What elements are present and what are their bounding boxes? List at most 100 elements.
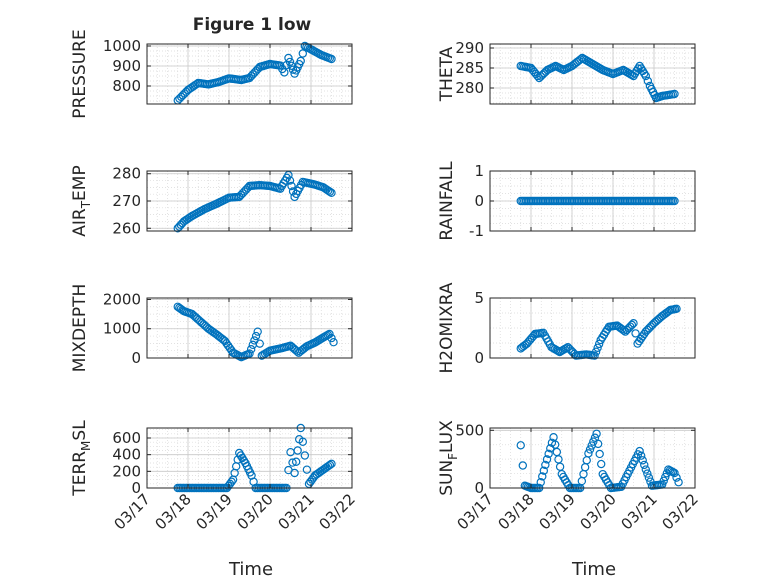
axes-frame	[146, 427, 353, 489]
subplot-rainfall: -1 0 1 RAINFALL	[437, 161, 696, 241]
data-point	[325, 329, 334, 339]
subplot-mixdepth: 0 1000 2000 MIXDEPTH	[70, 284, 353, 373]
y-tick-label: 800	[112, 77, 141, 95]
y-tick-label: 5	[474, 289, 484, 307]
data-point	[589, 437, 598, 446]
data-series	[516, 304, 681, 360]
data-point	[544, 449, 553, 459]
data-point	[670, 89, 679, 99]
data-point	[296, 56, 305, 66]
data-series	[516, 429, 683, 493]
y-axis-label: RAINFALL	[437, 161, 457, 241]
y-tick-label: 0	[474, 479, 484, 497]
data-point	[636, 451, 646, 460]
axes-frame	[489, 427, 696, 489]
data-point	[518, 461, 528, 470]
data-point	[638, 456, 647, 465]
data-point	[516, 441, 525, 450]
data-point	[290, 468, 299, 478]
x-tick-label: 03/22	[659, 490, 702, 533]
y-axis-label: PRESSURE	[70, 29, 90, 118]
y-tick-label: 0	[474, 349, 484, 367]
x-axis-label-left: Time	[228, 559, 273, 580]
data-point	[670, 196, 679, 206]
data-point	[327, 333, 336, 343]
data-point	[674, 478, 683, 487]
data-point	[593, 439, 603, 449]
data-point	[325, 187, 335, 196]
data-point	[590, 351, 599, 360]
y-tick-label: 1000	[103, 320, 141, 338]
y-tick-label: 0	[131, 479, 141, 497]
data-point	[300, 451, 310, 460]
data-point	[538, 472, 547, 481]
data-point	[672, 473, 681, 482]
x-tick-label: 03/18	[495, 490, 538, 533]
y-tick-label: 290	[455, 39, 484, 57]
y-tick-label: 1000	[103, 37, 141, 55]
data-point	[253, 327, 262, 336]
data-point	[251, 331, 261, 341]
y-tick-label: 280	[455, 79, 484, 97]
data-point	[672, 304, 681, 313]
data-point	[542, 455, 552, 464]
x-tick-label: 03/21	[618, 490, 661, 533]
y-tick-label: 0	[474, 192, 484, 210]
axes-frame	[146, 297, 353, 359]
data-point	[643, 469, 652, 478]
data-point	[635, 446, 644, 456]
data-point	[227, 477, 236, 486]
y-axis-label: SUNFLUX	[437, 420, 460, 496]
y-tick-label: 0	[131, 349, 141, 367]
data-point	[595, 449, 604, 459]
data-point	[631, 329, 640, 338]
data-point	[327, 188, 336, 198]
x-tick-label: 03/20	[234, 490, 277, 533]
subplot-h2omixra: 0 5 H2OMIXRA	[437, 282, 696, 374]
data-point	[644, 473, 654, 482]
x-tick-label: 03/20	[577, 490, 620, 533]
y-tick-label: 2000	[103, 290, 141, 308]
data-series	[173, 41, 336, 105]
axes-frame	[489, 297, 696, 359]
data-point	[285, 176, 295, 185]
data-point	[302, 465, 312, 474]
data-point	[627, 320, 637, 330]
y-tick-label: 400	[112, 446, 141, 464]
x-axis-label-right: Time	[571, 559, 616, 580]
data-series	[173, 302, 338, 362]
data-point	[597, 459, 606, 469]
data-point	[327, 54, 336, 64]
y-tick-label: 200	[112, 462, 141, 480]
data-point	[287, 181, 296, 191]
y-axis-label: MIXDEPTH	[70, 284, 90, 373]
y-tick-label: 260	[112, 219, 141, 237]
data-point	[291, 457, 301, 466]
data-point	[288, 458, 297, 467]
data-point	[640, 460, 649, 470]
x-tick-label: 03/18	[152, 490, 195, 533]
data-point	[592, 429, 601, 438]
data-point	[593, 343, 602, 352]
data-point	[643, 76, 653, 86]
data-point	[325, 460, 335, 470]
data-point	[284, 53, 293, 63]
y-tick-label: 500	[455, 421, 484, 439]
data-series	[173, 170, 336, 233]
data-point	[629, 319, 638, 328]
data-point	[329, 338, 338, 347]
subplot-air_temp: 260 270 280 AIRTEMP	[70, 165, 353, 237]
data-point	[661, 472, 670, 482]
data-point	[298, 437, 307, 446]
data-point	[255, 339, 264, 348]
data-point	[536, 478, 545, 487]
y-tick-label: 285	[455, 59, 484, 77]
subplot-pressure: 800 900 1000 PRESSURE	[70, 29, 353, 119]
y-axis-label: AIRTEMP	[70, 165, 93, 236]
data-point	[246, 345, 256, 354]
data-point	[591, 347, 601, 356]
data-point	[585, 445, 595, 454]
x-tick-label: 03/22	[316, 490, 359, 533]
